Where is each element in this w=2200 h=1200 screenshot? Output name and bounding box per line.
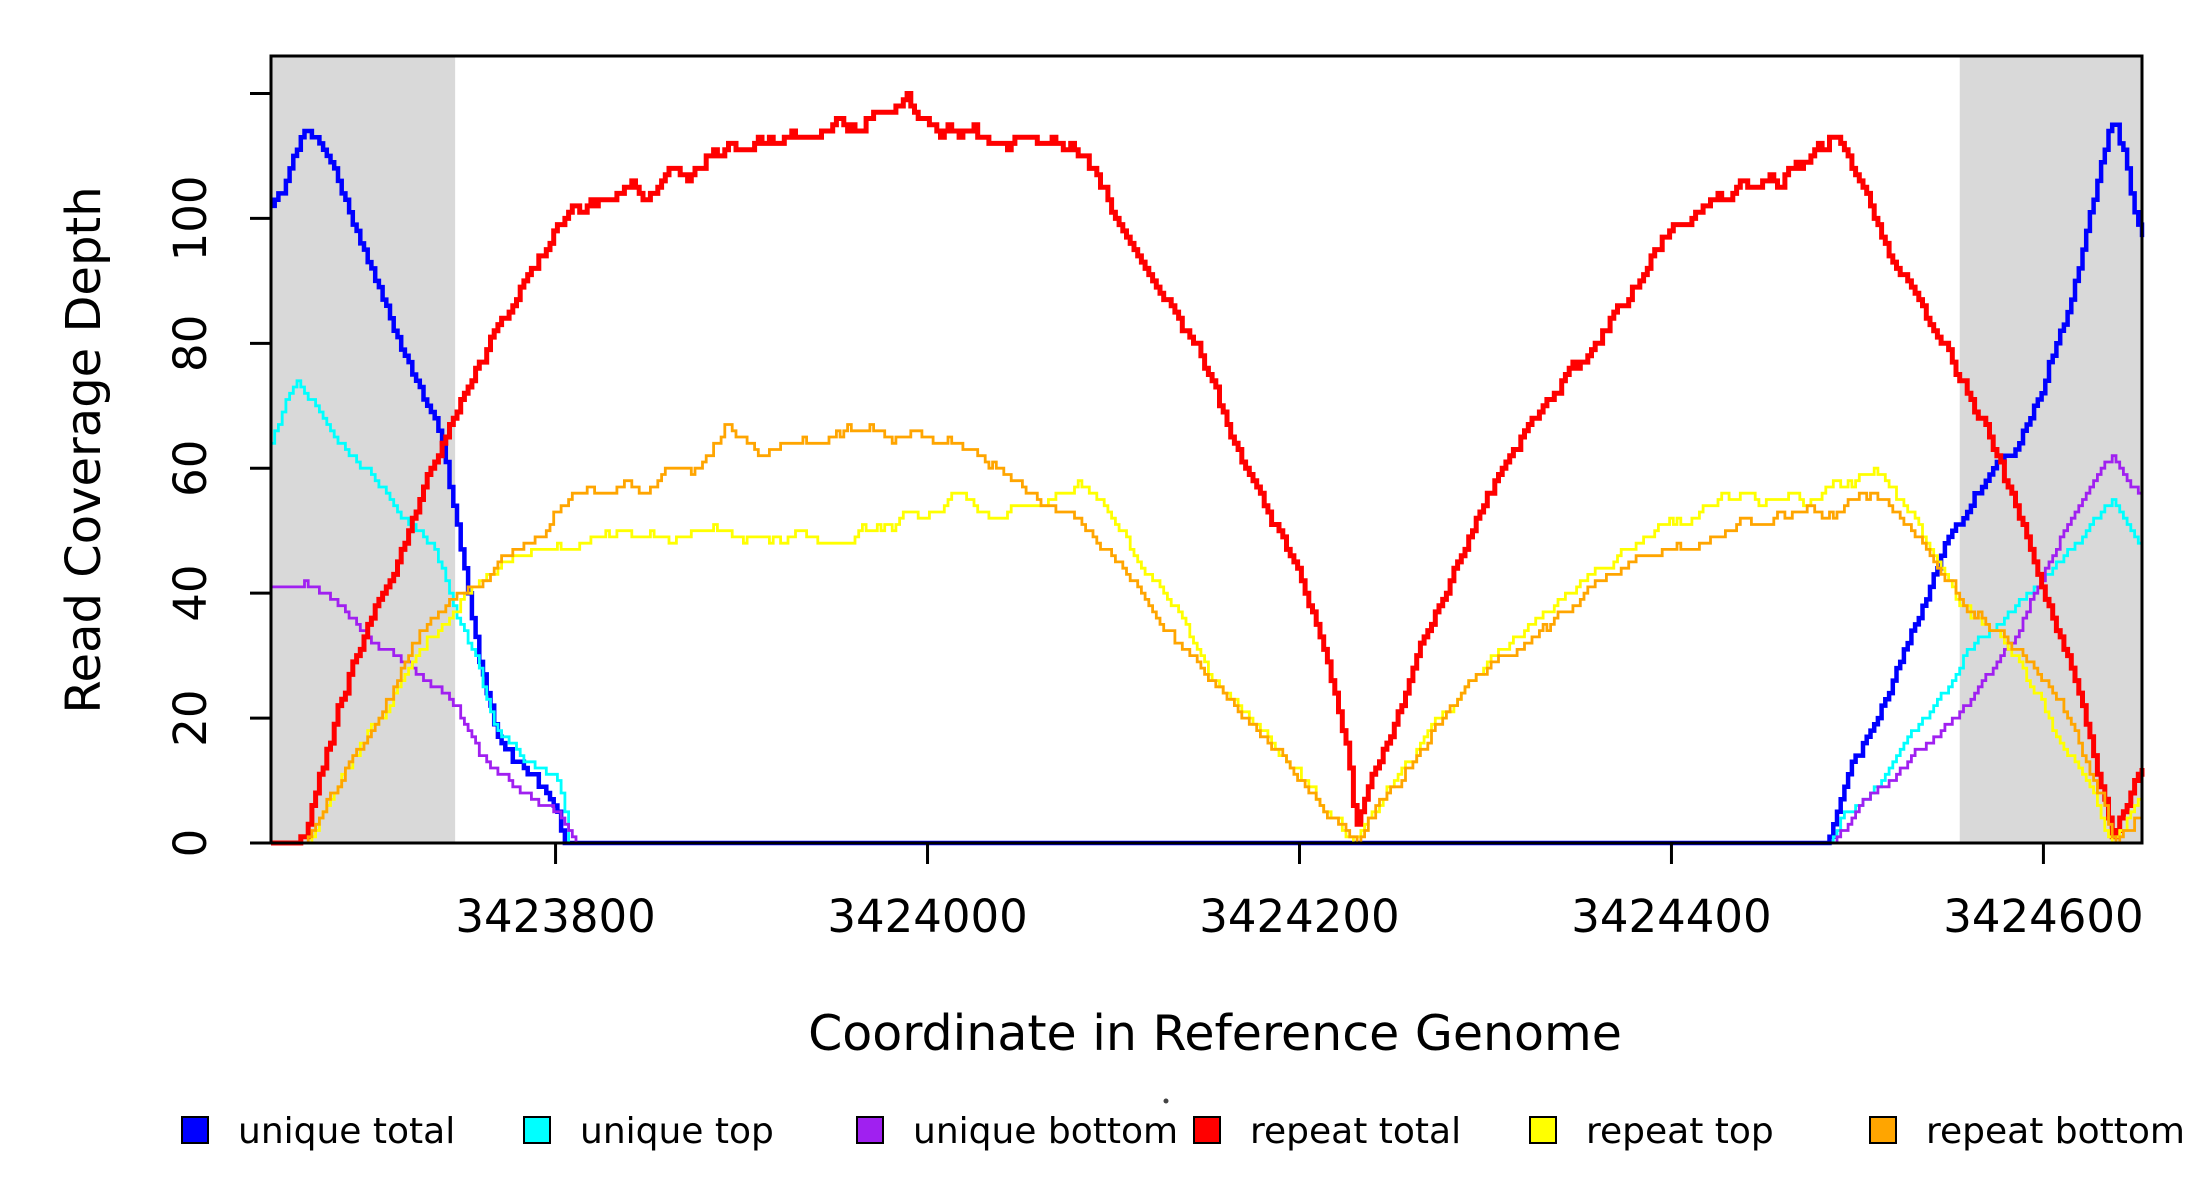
legend-item-unique-total: unique total — [181, 1111, 455, 1152]
shaded-region-1 — [1959, 56, 2142, 843]
legend-swatch-icon — [1529, 1116, 1557, 1144]
legend-swatch-icon — [856, 1116, 884, 1144]
y-tick-label: 20 — [164, 689, 217, 746]
series-repeat-total — [271, 91, 2145, 846]
legend-swatch-icon — [1193, 1116, 1221, 1144]
y-tick-label: 100 — [164, 175, 217, 261]
y-tick-label: 0 — [164, 829, 217, 858]
y-tick-label: 60 — [164, 440, 217, 497]
series-unique-bottom — [271, 454, 2142, 845]
legend-label: repeat top — [1586, 1111, 1774, 1152]
legend-swatch-icon — [523, 1116, 551, 1144]
x-tick-label: 3424600 — [1943, 890, 2143, 943]
legend-item-repeat-total: repeat total — [1193, 1111, 1461, 1152]
series-repeat-top — [271, 466, 2142, 845]
legend-item-unique-top: unique top — [523, 1111, 774, 1152]
legend-label: unique top — [580, 1111, 774, 1152]
x-tick-label: 3424200 — [1199, 890, 1399, 943]
legend-swatch-icon — [181, 1116, 209, 1144]
legend-item-unique-bottom: unique bottom — [856, 1111, 1178, 1152]
y-tick-label: 40 — [164, 565, 217, 622]
plot-box — [269, 54, 2144, 845]
y-tick-label: 80 — [164, 315, 217, 372]
x-tick-label: 3423800 — [455, 890, 655, 943]
stray-mark — [1163, 1098, 1169, 1104]
x-tick-label: 3424000 — [827, 890, 1027, 943]
series-group — [271, 91, 2145, 846]
legend-item-repeat-bottom: repeat bottom — [1869, 1111, 2185, 1152]
x-axis-title: Coordinate in Reference Genome — [808, 1005, 1622, 1062]
series-unique-top — [271, 379, 2144, 845]
legend-label: unique total — [238, 1111, 455, 1152]
legend-label: unique bottom — [913, 1111, 1178, 1152]
y-axis-title: Read Coverage Depth — [56, 186, 112, 713]
x-tick-label: 3424400 — [1571, 890, 1771, 943]
x-axis: 3423800 3424000 3424200 3424400 3424600 — [455, 843, 2144, 943]
legend-label: repeat bottom — [1926, 1111, 2185, 1152]
legend: unique total unique top unique bottom repea… — [181, 1111, 2185, 1152]
y-axis: 0 20 40 60 80 100 — [164, 91, 271, 858]
legend-label: repeat total — [1250, 1111, 1461, 1152]
legend-swatch-icon — [1869, 1116, 1897, 1144]
legend-item-repeat-top: repeat top — [1529, 1111, 1774, 1152]
shaded-region-0 — [271, 56, 456, 843]
series-repeat-bottom — [271, 423, 2144, 845]
